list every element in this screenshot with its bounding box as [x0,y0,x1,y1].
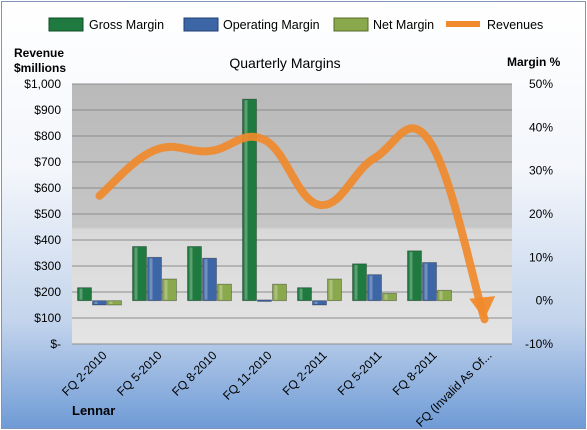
left-axis-label-line2: $millions [14,61,66,75]
left-axis-tick-label: $300 [34,259,61,273]
bar-gross-margin-fq-11-2010 [242,98,257,302]
bar-highlight [134,247,138,300]
revenue-line-path [95,124,489,324]
right-axis-tick-label: 20% [529,207,553,221]
left-axis-label-line1: Revenue [14,46,64,60]
bar-highlight [299,288,303,300]
bar-highlight [424,263,428,300]
bar-net-margin-fq-11-2010 [272,283,287,302]
bar-highlight [189,247,193,300]
x-axis-tick-label: FQ 8-2010 [169,348,220,399]
bar-operating-margin-fq-2-2011 [312,300,327,306]
left-axis-tick-label: $1,000 [24,77,61,91]
legend-swatch-net-margin [333,17,369,32]
right-axis-tick-label: 0% [536,294,554,308]
left-axis-tick-label: $900 [34,103,61,117]
x-axis-tick-label: FQ 5-2011 [335,348,385,398]
bar-net-margin-fq-8-2010 [217,283,232,302]
left-axis-tick-label: $100 [34,311,61,325]
legend-label-revenues: Revenues [487,18,543,32]
legend: Gross Margin Operating Margin Net Margin… [48,17,543,32]
bar-highlight [164,280,168,300]
bar-highlight [109,301,113,304]
legend-item-net-margin: Net Margin [333,17,434,32]
bar-operating-margin-fq-2-2010 [92,300,107,306]
bar-gross-margin-fq-5-2010 [132,246,147,302]
bar-gross-margin-fq-8-2010 [187,246,202,302]
bar-operating-margin-fq-8-2011 [422,262,437,302]
bar-net-margin-fq-2-2011 [327,278,342,302]
legend-label-net-margin: Net Margin [373,18,434,32]
bar-operating-margin-fq-8-2010 [202,257,217,302]
left-axis-tick-label: $500 [34,207,61,221]
legend-item-gross-margin: Gross Margin [48,17,164,32]
bar-highlight [94,301,98,304]
right-axis-ticks: -10% 0% 10% 20% 30% 40% 50% [525,77,553,351]
left-axis-tick-label: $800 [34,129,61,143]
bar-highlight [79,288,83,300]
left-axis-ticks: $- $100 $200 $300 $400 $500 $600 $700 $800 $900 $1… [24,77,61,351]
bar-gross-margin-fq-2-2010 [77,287,92,302]
right-axis-tick-label: -10% [525,337,553,351]
bar-highlight [369,275,373,300]
left-axis-tick-label: $- [50,337,61,351]
left-axis-tick-label: $400 [34,233,61,247]
bar-highlight [204,259,208,300]
bar-net-margin-fq-8-2011 [437,289,452,302]
bar-operating-margin-fq-5-2010 [147,256,162,302]
bar-highlight [219,285,223,300]
left-axis-tick-label: $200 [34,285,61,299]
x-axis-tick-label: FQ 11-2010 [220,348,275,403]
x-axis-tick-label: FQ 2-2010 [59,348,110,399]
legend-swatch-operating-margin [183,17,219,32]
chart-title: Quarterly Margins [229,55,340,71]
bar-net-margin-fq-5-2010 [162,278,177,302]
bar-highlight [409,251,413,300]
right-axis-tick-label: 40% [529,120,553,134]
legend-item-operating-margin: Operating Margin [183,17,320,32]
x-axis-ticks: FQ 2-2010 FQ 5-2010 FQ 8-2010 FQ 11-2010 FQ … [59,348,494,430]
bar-highlight [274,285,278,300]
x-axis-tick-label: FQ 8-2011 [390,348,440,398]
bar-highlight [314,301,318,304]
bar-gross-margin-fq-2-2011 [297,287,312,302]
bar-highlight [439,291,443,300]
revenue-line [95,124,496,324]
legend-label-operating-margin: Operating Margin [223,18,320,32]
x-axis-tick-label: FQ 2-2011 [280,348,330,398]
bar-highlight [329,280,333,300]
bar-highlight [354,264,358,300]
right-axis-label: Margin % [507,55,561,69]
bar-series [77,98,452,306]
bar-highlight [149,258,153,300]
legend-label-gross-margin: Gross Margin [89,18,164,32]
company-label: Lennar [72,403,115,418]
bar-gross-margin-fq-5-2011 [352,263,367,302]
legend-item-revenues: Revenues [446,18,543,32]
bar-highlight [244,100,248,300]
bar-operating-margin-fq-11-2010 [257,299,272,302]
left-axis-tick-label: $700 [34,155,61,169]
x-axis-tick-label: FQ 5-2010 [114,348,165,399]
bar-operating-margin-fq-5-2011 [367,274,382,302]
revenue-line-arrowhead [469,296,496,320]
right-axis-tick-label: 10% [529,250,553,264]
right-axis-tick-label: 30% [529,164,553,178]
right-axis-tick-label: 50% [529,77,553,91]
bar-net-margin-fq-5-2011 [382,292,397,302]
bar-gross-margin-fq-8-2011 [407,250,422,302]
bar-highlight [384,294,388,300]
left-axis-tick-label: $600 [34,181,61,195]
bar-net-margin-fq-2-2010 [107,300,122,306]
legend-swatch-gross-margin [48,17,84,32]
